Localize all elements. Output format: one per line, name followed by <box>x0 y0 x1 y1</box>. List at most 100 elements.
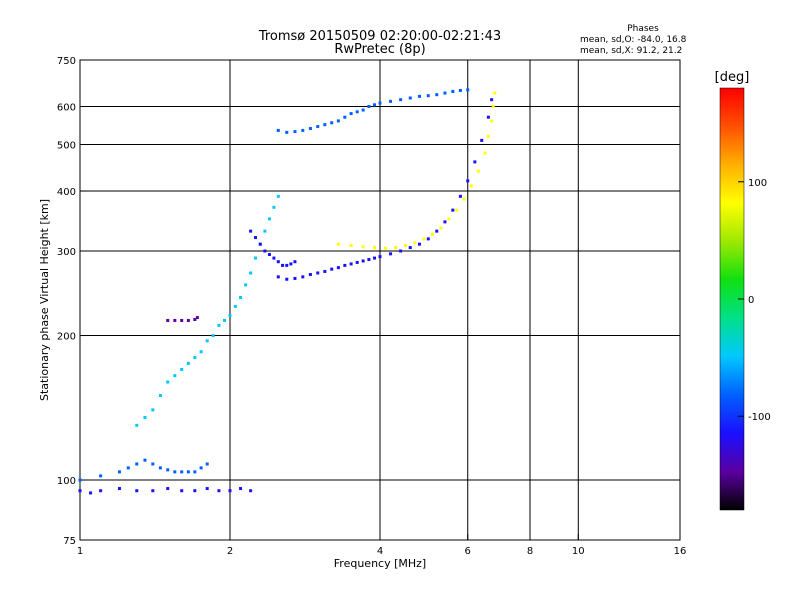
data-point <box>195 316 199 320</box>
data-point <box>158 394 162 398</box>
data-point <box>349 244 353 248</box>
data-point <box>466 88 470 92</box>
data-point <box>301 128 305 132</box>
data-point <box>316 125 320 129</box>
stats-heading: Phases <box>627 24 659 34</box>
data-point <box>249 229 253 233</box>
data-point <box>469 184 473 188</box>
data-point <box>316 271 320 275</box>
data-point <box>431 232 435 236</box>
data-point <box>355 110 359 114</box>
data-point <box>343 263 347 267</box>
data-point <box>135 489 139 493</box>
data-point <box>223 318 227 322</box>
data-point <box>293 276 297 280</box>
y-tick-label: 500 <box>57 141 76 152</box>
data-point <box>336 266 340 270</box>
data-point <box>267 217 271 221</box>
data-point <box>199 350 203 354</box>
data-point <box>483 151 487 155</box>
data-point <box>373 103 377 107</box>
data-points <box>78 88 497 495</box>
data-point <box>373 246 377 250</box>
y-tick-label: 600 <box>57 103 76 114</box>
colorbar-tick-label: 0 <box>748 295 754 306</box>
data-point <box>249 271 253 275</box>
data-point <box>349 262 353 266</box>
data-point <box>323 269 327 273</box>
data-point <box>228 314 232 318</box>
data-point <box>151 489 155 493</box>
data-point <box>180 367 184 371</box>
stats-line-x: mean, sd,X: 91.2, 21.2 <box>580 46 682 56</box>
x-tick-label: 4 <box>377 546 383 557</box>
data-point <box>408 246 412 250</box>
data-point <box>151 408 155 412</box>
data-point <box>180 489 184 493</box>
data-point <box>211 334 215 338</box>
data-point <box>301 275 305 279</box>
data-point <box>378 255 382 259</box>
y-axis-label: Stationary phase Virtual Height [km] <box>38 199 51 401</box>
colorbar-tick-label: 100 <box>748 178 767 189</box>
data-point <box>413 241 417 245</box>
data-point <box>253 236 257 240</box>
y-tick-label: 75 <box>63 536 76 547</box>
data-point <box>455 208 459 212</box>
data-point <box>389 99 393 103</box>
data-point <box>422 237 426 241</box>
data-point <box>249 489 253 493</box>
x-tick-label: 2 <box>227 546 233 557</box>
data-point <box>493 91 497 95</box>
data-point <box>458 194 462 198</box>
data-point <box>193 355 197 359</box>
data-point <box>490 119 494 123</box>
data-point <box>389 252 393 256</box>
data-point <box>486 115 490 119</box>
chart-subtitle: RwPretec (8p) <box>334 42 425 57</box>
data-point <box>233 304 237 308</box>
data-point <box>193 489 197 493</box>
data-point <box>476 169 480 173</box>
data-point <box>173 318 177 322</box>
data-point <box>173 374 177 378</box>
data-point <box>466 179 470 183</box>
data-point <box>239 487 243 491</box>
data-point <box>199 466 203 470</box>
y-tick-label: 400 <box>57 187 76 198</box>
data-point <box>361 108 365 112</box>
data-point <box>399 249 403 253</box>
data-point <box>166 487 170 491</box>
data-point <box>403 244 407 248</box>
data-point <box>253 256 257 260</box>
data-point <box>480 138 484 142</box>
data-point <box>205 339 209 343</box>
data-point <box>355 260 359 264</box>
x-tick-label: 10 <box>572 546 585 557</box>
data-point <box>143 458 147 462</box>
data-point <box>276 260 280 264</box>
x-axis-label: Frequency [MHz] <box>334 557 426 570</box>
y-tick-label: 100 <box>57 476 76 487</box>
data-point <box>285 130 289 134</box>
data-point <box>486 134 490 138</box>
axis-ticks <box>79 59 681 541</box>
data-point <box>281 263 285 267</box>
data-point <box>205 487 209 491</box>
data-point <box>276 194 280 198</box>
data-point <box>330 121 334 125</box>
data-point <box>228 489 232 493</box>
data-point <box>186 470 190 474</box>
data-point <box>186 361 190 365</box>
x-tick-label: 6 <box>465 546 471 557</box>
data-point <box>367 258 371 262</box>
data-point <box>458 88 462 92</box>
data-point <box>473 160 477 164</box>
data-point <box>173 470 177 474</box>
data-point <box>180 318 184 322</box>
data-point <box>272 205 276 209</box>
data-point <box>435 93 439 97</box>
data-point <box>462 197 466 201</box>
data-point <box>276 275 280 279</box>
